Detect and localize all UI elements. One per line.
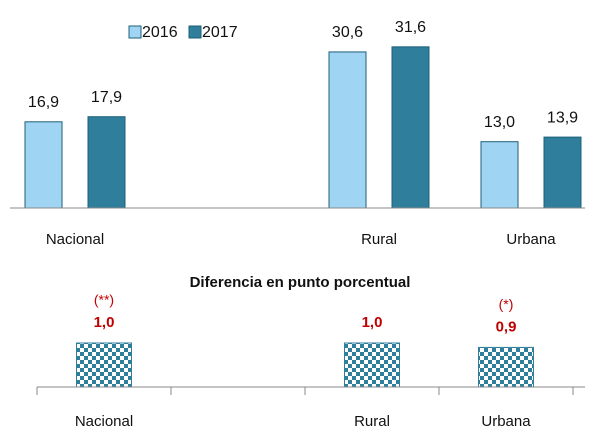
data-label: 1,0 [94, 314, 115, 331]
bar [344, 342, 400, 388]
bar [543, 136, 582, 209]
bar [76, 342, 132, 388]
legend-label: 2016 [142, 24, 178, 41]
x-tick-label: Rural [361, 231, 397, 248]
x-tick-label: Rural [354, 413, 390, 430]
bar [480, 141, 519, 209]
annotation: (*) [499, 296, 514, 312]
chart-title: Diferencia en punto porcentual [190, 274, 411, 291]
bar [391, 46, 430, 209]
x-tick-label: Urbana [481, 413, 531, 430]
legend-swatch [188, 25, 202, 39]
x-tick-label: Nacional [46, 231, 104, 248]
data-label: 30,6 [332, 24, 363, 41]
bar [87, 116, 126, 209]
x-tick-label: Nacional [75, 413, 133, 430]
data-label: 16,9 [28, 94, 59, 111]
data-label: 17,9 [91, 89, 122, 106]
legend-swatch [128, 25, 142, 39]
legend-label: 2017 [202, 24, 238, 41]
bar [24, 121, 63, 209]
annotation: (**) [94, 292, 114, 308]
bar [328, 51, 367, 209]
data-label: 31,6 [395, 19, 426, 36]
data-label: 13,0 [484, 114, 515, 131]
data-label: 0,9 [496, 318, 517, 335]
data-label: 13,9 [547, 109, 578, 126]
data-label: 1,0 [362, 314, 383, 331]
bar [478, 346, 534, 388]
x-tick-label: Urbana [506, 231, 556, 248]
